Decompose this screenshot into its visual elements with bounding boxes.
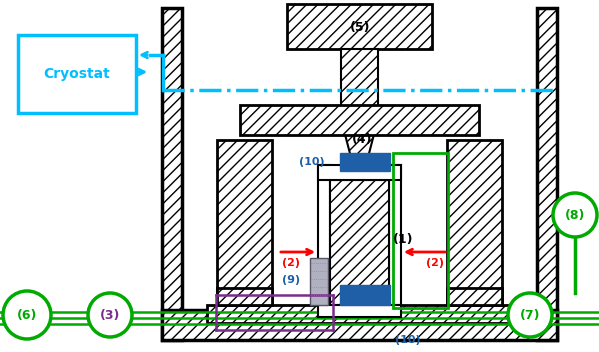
Text: (4): (4) xyxy=(352,133,372,146)
Bar xyxy=(447,288,502,305)
Bar xyxy=(318,165,401,180)
Circle shape xyxy=(553,193,597,237)
Text: (2): (2) xyxy=(282,258,300,268)
Text: (10): (10) xyxy=(395,335,420,345)
Text: (6): (6) xyxy=(17,308,37,321)
Bar xyxy=(537,8,557,340)
Text: (2): (2) xyxy=(426,258,444,268)
Polygon shape xyxy=(341,119,378,165)
Text: (3): (3) xyxy=(100,308,120,321)
Bar xyxy=(341,49,378,119)
Bar xyxy=(340,153,390,171)
Bar xyxy=(318,305,401,317)
Bar xyxy=(217,288,272,305)
Bar xyxy=(447,140,502,305)
Text: Cryostat: Cryostat xyxy=(44,67,110,81)
Text: (7): (7) xyxy=(520,308,540,321)
Text: (5): (5) xyxy=(350,21,370,34)
Bar xyxy=(310,258,328,305)
Circle shape xyxy=(3,291,51,339)
Circle shape xyxy=(88,293,132,337)
Bar xyxy=(18,35,136,113)
Bar xyxy=(393,153,448,308)
Bar xyxy=(340,285,390,305)
Bar xyxy=(318,165,330,305)
Bar xyxy=(217,140,272,305)
Text: (1): (1) xyxy=(393,233,413,246)
Circle shape xyxy=(508,293,552,337)
Bar xyxy=(240,105,479,135)
Bar xyxy=(162,310,557,340)
Text: (9): (9) xyxy=(282,275,300,285)
Bar xyxy=(287,4,432,49)
Bar xyxy=(162,8,182,340)
Bar xyxy=(207,305,512,323)
Bar xyxy=(389,165,401,305)
Text: (8): (8) xyxy=(565,208,585,221)
Text: (10): (10) xyxy=(300,157,325,167)
Bar xyxy=(330,180,389,305)
